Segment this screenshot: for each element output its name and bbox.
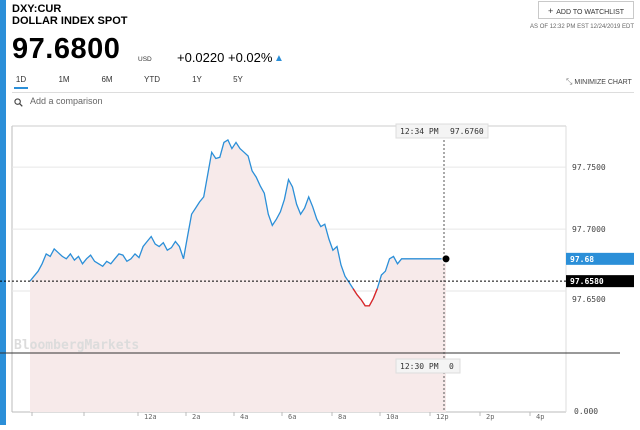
x-tick-label: 12p	[436, 413, 449, 421]
x-axis-labels: 12a 2a 4a 6a 8a 10a 12p 2p 4p	[31, 412, 544, 421]
current-price-label: 97.68	[570, 255, 594, 264]
comparison-search	[14, 96, 314, 112]
accent-bar	[0, 0, 6, 425]
up-arrow-icon: ▲	[274, 53, 284, 64]
crosshair-tooltip-top	[395, 123, 489, 139]
area-fill	[30, 139, 446, 412]
y-tick-label: 97.6500	[572, 295, 606, 304]
tab-ytd[interactable]: YTD	[144, 75, 160, 84]
price-change: +0.0220	[177, 50, 225, 65]
crosshair-tooltip-bottom	[395, 358, 461, 374]
x-tick-label: 8a	[338, 413, 346, 421]
minimize-chart-button[interactable]: ⤡ MINIMIZE CHART	[566, 77, 632, 87]
crosshair-value: 97.6760	[450, 127, 484, 136]
y-axis-labels: 97.7500 97.7000 97.6500 0.000	[572, 163, 606, 416]
minimize-label: MINIMIZE CHART	[574, 79, 632, 86]
last-price: 97.6800	[12, 33, 121, 65]
x-tick-label: 2a	[192, 413, 200, 421]
watchlist-label: ADD TO WATCHLIST	[556, 9, 625, 16]
x-tick-label: 10a	[386, 413, 399, 421]
watermark: BloombergMarkets	[14, 338, 139, 353]
crosshair-bottom-value: 0	[449, 362, 454, 371]
x-tick-label: 4p	[536, 413, 544, 421]
x-tick-label: 6a	[288, 413, 296, 421]
percent-change: +0.02%	[228, 50, 273, 65]
previous-close-badge	[566, 275, 634, 288]
crosshair-time: 12:34 PM	[400, 127, 439, 136]
crosshair-bottom-time: 12:30 PM	[400, 362, 439, 371]
as-of-timestamp: AS OF 12:32 PM EST 12/24/2019 EDT	[530, 24, 634, 30]
plus-icon: +	[547, 6, 554, 16]
tab-5y[interactable]: 5Y	[233, 75, 243, 84]
x-tick-label: 12a	[144, 413, 157, 421]
x-tick-label: 2p	[486, 413, 494, 421]
tab-1m[interactable]: 1M	[58, 75, 70, 84]
tab-1d[interactable]: 1D	[14, 75, 28, 89]
add-to-watchlist-button[interactable]: + ADD TO WATCHLIST	[538, 1, 634, 19]
ticker-symbol: DXY:CUR	[12, 3, 62, 15]
series-line-below-close	[352, 288, 378, 307]
instrument-name: DOLLAR INDEX SPOT	[12, 15, 128, 27]
tab-6m[interactable]: 6M	[101, 75, 113, 84]
previous-close-label: 97.6580	[570, 277, 604, 286]
current-point-marker	[441, 254, 451, 264]
tab-1y[interactable]: 1Y	[192, 75, 202, 84]
y-tick-label: 0.000	[574, 407, 598, 416]
y-tick-label: 97.7000	[572, 225, 606, 234]
currency-label: USD	[138, 56, 152, 63]
x-tick-label: 4a	[240, 413, 248, 421]
collapse-arrows-icon: ⤡	[566, 77, 573, 86]
search-icon	[14, 98, 23, 107]
y-tick-label: 97.7500	[572, 163, 606, 172]
comparison-input[interactable]	[30, 96, 290, 106]
current-price-badge	[566, 252, 634, 265]
header-divider	[12, 92, 634, 93]
